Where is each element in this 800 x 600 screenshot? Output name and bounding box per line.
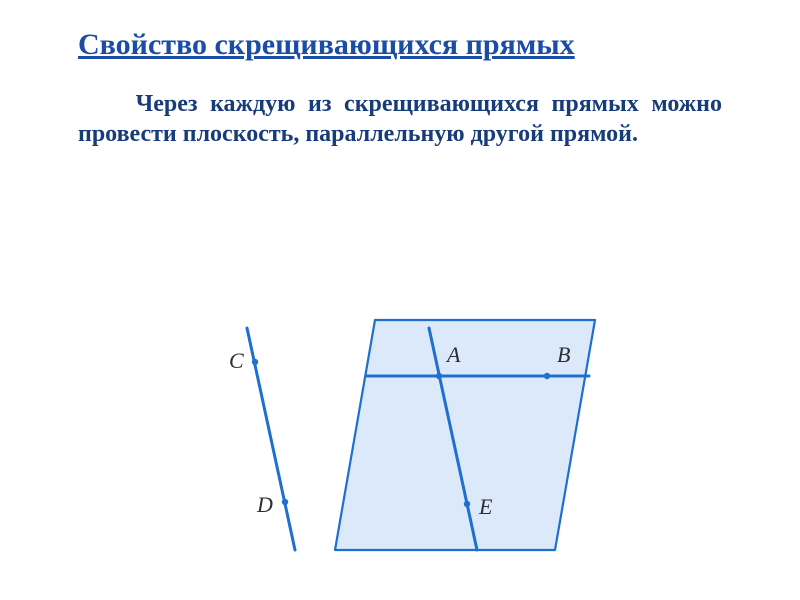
- label-B: B: [557, 342, 570, 367]
- label-E: E: [478, 494, 493, 519]
- label-C: C: [229, 348, 244, 373]
- point-E: [464, 501, 470, 507]
- diagram-container: C D A B E: [0, 290, 800, 580]
- slide-title: Свойство скрещивающихся прямых: [78, 28, 722, 63]
- label-A: A: [445, 342, 461, 367]
- label-D: D: [256, 492, 273, 517]
- point-B: [544, 373, 550, 379]
- geometry-diagram: C D A B E: [185, 290, 615, 580]
- theorem-text: Через каждую из скрещивающихся прямых мо…: [78, 89, 722, 149]
- point-D: [282, 499, 288, 505]
- point-C: [252, 359, 258, 365]
- plane-polygon: [335, 320, 595, 550]
- point-A: [436, 373, 442, 379]
